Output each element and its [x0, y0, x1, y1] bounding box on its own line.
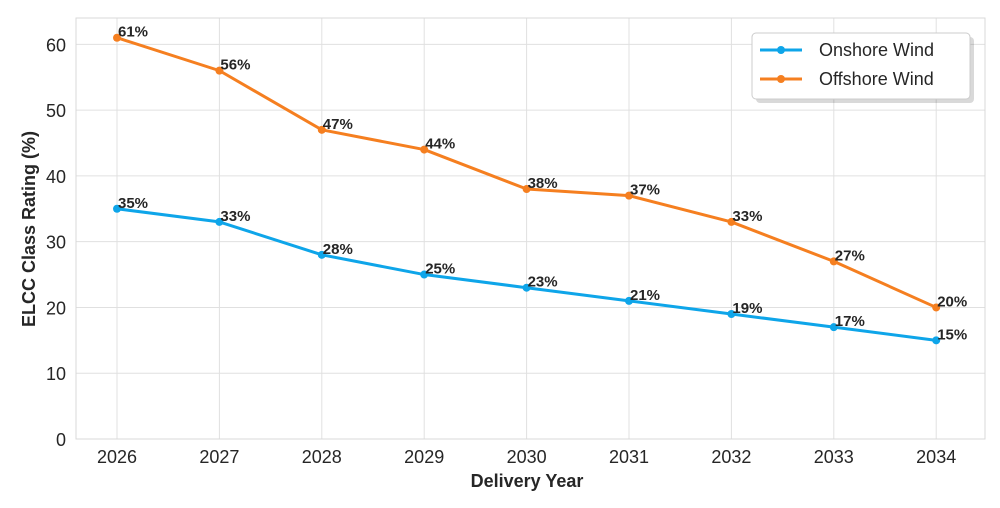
data-label: 33%: [732, 208, 762, 225]
x-tick-label: 2027: [199, 447, 239, 467]
y-tick-label: 60: [46, 35, 66, 55]
y-tick-label: 30: [46, 233, 66, 253]
x-tick-label: 2034: [916, 447, 956, 467]
data-label: 28%: [323, 241, 353, 258]
data-point: [932, 336, 941, 345]
data-label: 44%: [425, 136, 455, 153]
data-point: [420, 270, 429, 279]
data-point: [113, 204, 121, 213]
y-axis-label: ELCC Class Rating (%): [19, 131, 39, 327]
legend-label: Offshore Wind: [819, 69, 934, 89]
grid: [76, 18, 985, 440]
data-label: 38%: [528, 175, 558, 192]
legend-box: [751, 32, 971, 100]
data-point: [727, 310, 736, 319]
data-label: 61%: [118, 24, 148, 41]
data-label: 20%: [937, 293, 967, 310]
data-point: [420, 145, 429, 154]
data-point: [317, 250, 326, 259]
legend-item: Offshore Wind: [760, 69, 934, 89]
legend-label: Onshore Wind: [819, 40, 934, 60]
data-label: 23%: [528, 274, 558, 291]
data-label: 27%: [835, 247, 865, 264]
y-tick-label: 50: [46, 101, 66, 121]
x-axis-label: Delivery Year: [471, 471, 584, 491]
data-point: [625, 296, 633, 305]
data-label: 35%: [118, 195, 148, 212]
data-point: [829, 323, 838, 332]
data-label: 33%: [220, 208, 250, 225]
data-point: [522, 185, 531, 194]
legend-marker: [777, 46, 785, 54]
data-label: 15%: [937, 326, 967, 343]
x-tick-label: 2029: [404, 447, 444, 467]
x-tick-label: 2026: [97, 447, 137, 467]
x-tick-label: 2031: [609, 447, 649, 467]
x-tick-label: 2033: [814, 447, 854, 467]
data-label: 37%: [630, 182, 660, 199]
data-point: [625, 191, 633, 200]
y-tick-label: 20: [46, 298, 66, 318]
data-point: [215, 217, 224, 226]
series-onshore-wind: 35% 33% 28% 25% 23% 21% 19% 17% 15%: [113, 195, 967, 345]
data-label: 17%: [835, 313, 865, 330]
y-tick-label: 10: [46, 364, 66, 384]
legend-item: Onshore Wind: [760, 40, 934, 60]
data-label: 25%: [425, 261, 455, 278]
data-point: [932, 303, 941, 312]
x-tick-label: 2030: [507, 447, 547, 467]
data-point: [829, 257, 838, 266]
data-point: [317, 125, 326, 134]
data-label: 21%: [630, 287, 660, 304]
y-tick-label: 0: [56, 430, 66, 450]
y-tick-label: 40: [46, 167, 66, 187]
data-point: [522, 283, 531, 292]
series-group: 35% 33% 28% 25% 23% 21% 19% 17% 15% 61% 56% 47% 44% 3…: [113, 24, 967, 345]
data-label: 47%: [323, 116, 353, 133]
data-point: [727, 217, 736, 226]
data-label: 19%: [732, 300, 762, 317]
x-tick-label: 2032: [711, 447, 751, 467]
x-tick-label: 2028: [302, 447, 342, 467]
data-point: [215, 66, 224, 75]
data-point: [113, 33, 121, 42]
series-offshore-wind: 61% 56% 47% 44% 38% 37% 33% 27% 20%: [113, 24, 967, 312]
plot-frame: [75, 17, 986, 440]
legend-marker: [777, 75, 785, 83]
legend: Onshore Wind Offshore Wind: [751, 32, 974, 103]
data-label: 56%: [220, 57, 250, 74]
